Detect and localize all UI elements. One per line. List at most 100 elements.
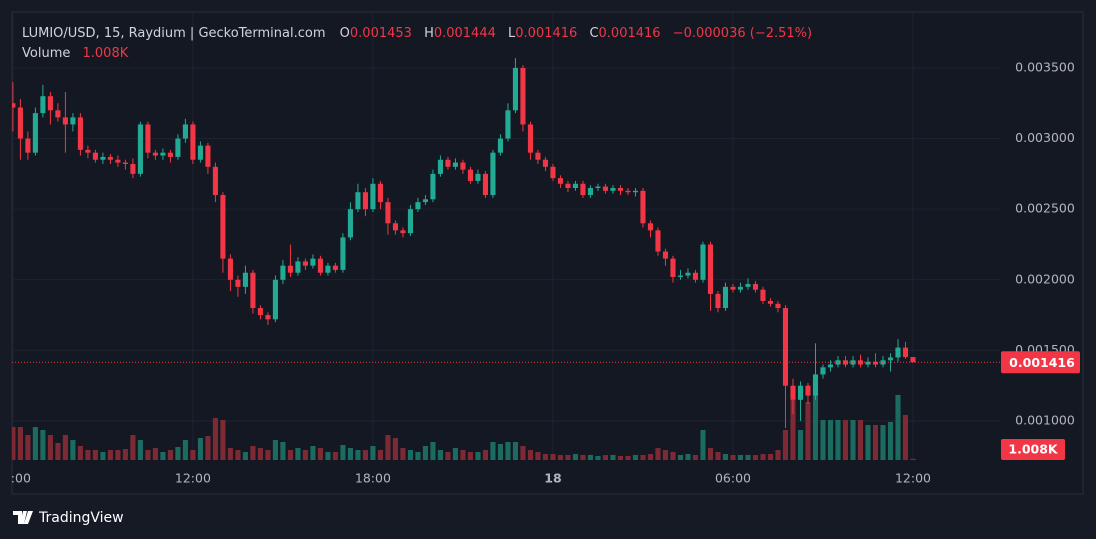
volume-bar (655, 448, 661, 460)
high-value: 0.001444 (434, 26, 496, 41)
x-axis: 06:00 12:00 18:00 18 06:00 12:00 (12, 471, 931, 486)
candle-body (242, 272, 248, 287)
volume-bar (32, 427, 38, 460)
candle-body (482, 173, 488, 196)
candle-body (70, 117, 76, 125)
volume-bar (557, 455, 564, 460)
chart-title: LUMIO/USD, 15, Raydium | GeckoTerminal.c… (22, 26, 326, 41)
volume-bar (407, 450, 413, 460)
candle-body (452, 162, 458, 167)
candle-body (467, 169, 473, 181)
volume-bar (355, 450, 361, 460)
volume-bar (805, 402, 811, 460)
volume-pane (12, 395, 916, 460)
candle-body (257, 308, 263, 316)
volume-bar (430, 442, 436, 460)
candle-body (490, 152, 496, 196)
volume-bar (902, 415, 909, 460)
candle-body (602, 186, 609, 191)
candle-body (167, 152, 173, 157)
candle-body (775, 303, 781, 309)
candle-body (520, 67, 526, 125)
volume-bar (827, 420, 834, 460)
volume-bar (212, 418, 218, 460)
volume-bar (317, 448, 323, 460)
y-tick-label: 0.003500 (1015, 59, 1075, 74)
volume-bar (662, 450, 669, 460)
volume-bar (302, 450, 308, 460)
candle-body (182, 124, 188, 139)
candle-body (557, 178, 564, 184)
volume-bar (767, 454, 774, 460)
candle-body (632, 190, 639, 193)
candle-body (302, 261, 308, 266)
candle-body (265, 315, 271, 320)
volume-bar (535, 452, 541, 460)
volume-bar (872, 425, 879, 460)
x-tick-label: 12:00 (895, 471, 931, 486)
volume-bar (520, 446, 526, 460)
volume-bar (392, 438, 398, 460)
candle-body (535, 152, 541, 160)
candle-body (715, 293, 721, 309)
volume-bar (85, 450, 91, 460)
candle-body (497, 138, 503, 153)
candle-body (685, 272, 691, 276)
candle-body (790, 385, 796, 400)
volume-bar (887, 422, 894, 460)
volume-bar (145, 450, 151, 460)
candle-body (595, 186, 601, 188)
candle-body (842, 360, 849, 365)
candle-body (617, 187, 624, 191)
candle-body (415, 202, 421, 210)
candle-body (145, 124, 151, 153)
volume-bar (77, 446, 83, 460)
candle-body (445, 159, 451, 167)
volume-bar (107, 450, 113, 460)
candle-body (137, 124, 143, 174)
volume-bar (182, 440, 188, 460)
candle-body (47, 96, 53, 111)
candle-body (767, 300, 774, 304)
volume-bar (842, 420, 849, 460)
candle-body (32, 113, 38, 153)
candle-body (212, 166, 218, 196)
volume-bar (265, 450, 271, 460)
candle-body (77, 117, 83, 150)
volume-bar (370, 446, 376, 460)
candle-body (865, 361, 871, 365)
candle-body (40, 96, 46, 114)
volume-bar (685, 454, 691, 460)
volume-bar (737, 455, 744, 460)
candle-body (475, 173, 481, 181)
volume-bar (40, 430, 46, 460)
volume-bar (437, 450, 443, 460)
volume-bar (197, 438, 203, 460)
volume-bar (745, 455, 751, 460)
x-tick-label: 06:00 (715, 471, 751, 486)
volume-bar (490, 442, 496, 460)
volume-bar (790, 400, 796, 460)
volume-bar (895, 395, 901, 460)
volume-bar (55, 443, 61, 460)
volume-bar (62, 435, 68, 460)
volume-bar (25, 435, 31, 460)
candle-body (347, 209, 353, 238)
volume-bar (130, 435, 136, 460)
volume-bar (565, 455, 571, 460)
candle-body (752, 284, 759, 290)
volume-bar (100, 452, 106, 460)
volume-bar (12, 427, 16, 460)
candle-body (760, 289, 766, 301)
candle-body (100, 156, 106, 160)
volume-bar (250, 446, 256, 460)
volume-bar (362, 450, 368, 460)
volume-title: Volume (22, 46, 70, 61)
y-tick-label: 0.003000 (1015, 130, 1075, 145)
volume-bar (692, 455, 699, 460)
candle-body (55, 110, 61, 118)
volume-bar (422, 446, 428, 460)
volume-bar (235, 450, 241, 460)
volume-bar (137, 440, 143, 460)
candle-body (130, 163, 136, 174)
